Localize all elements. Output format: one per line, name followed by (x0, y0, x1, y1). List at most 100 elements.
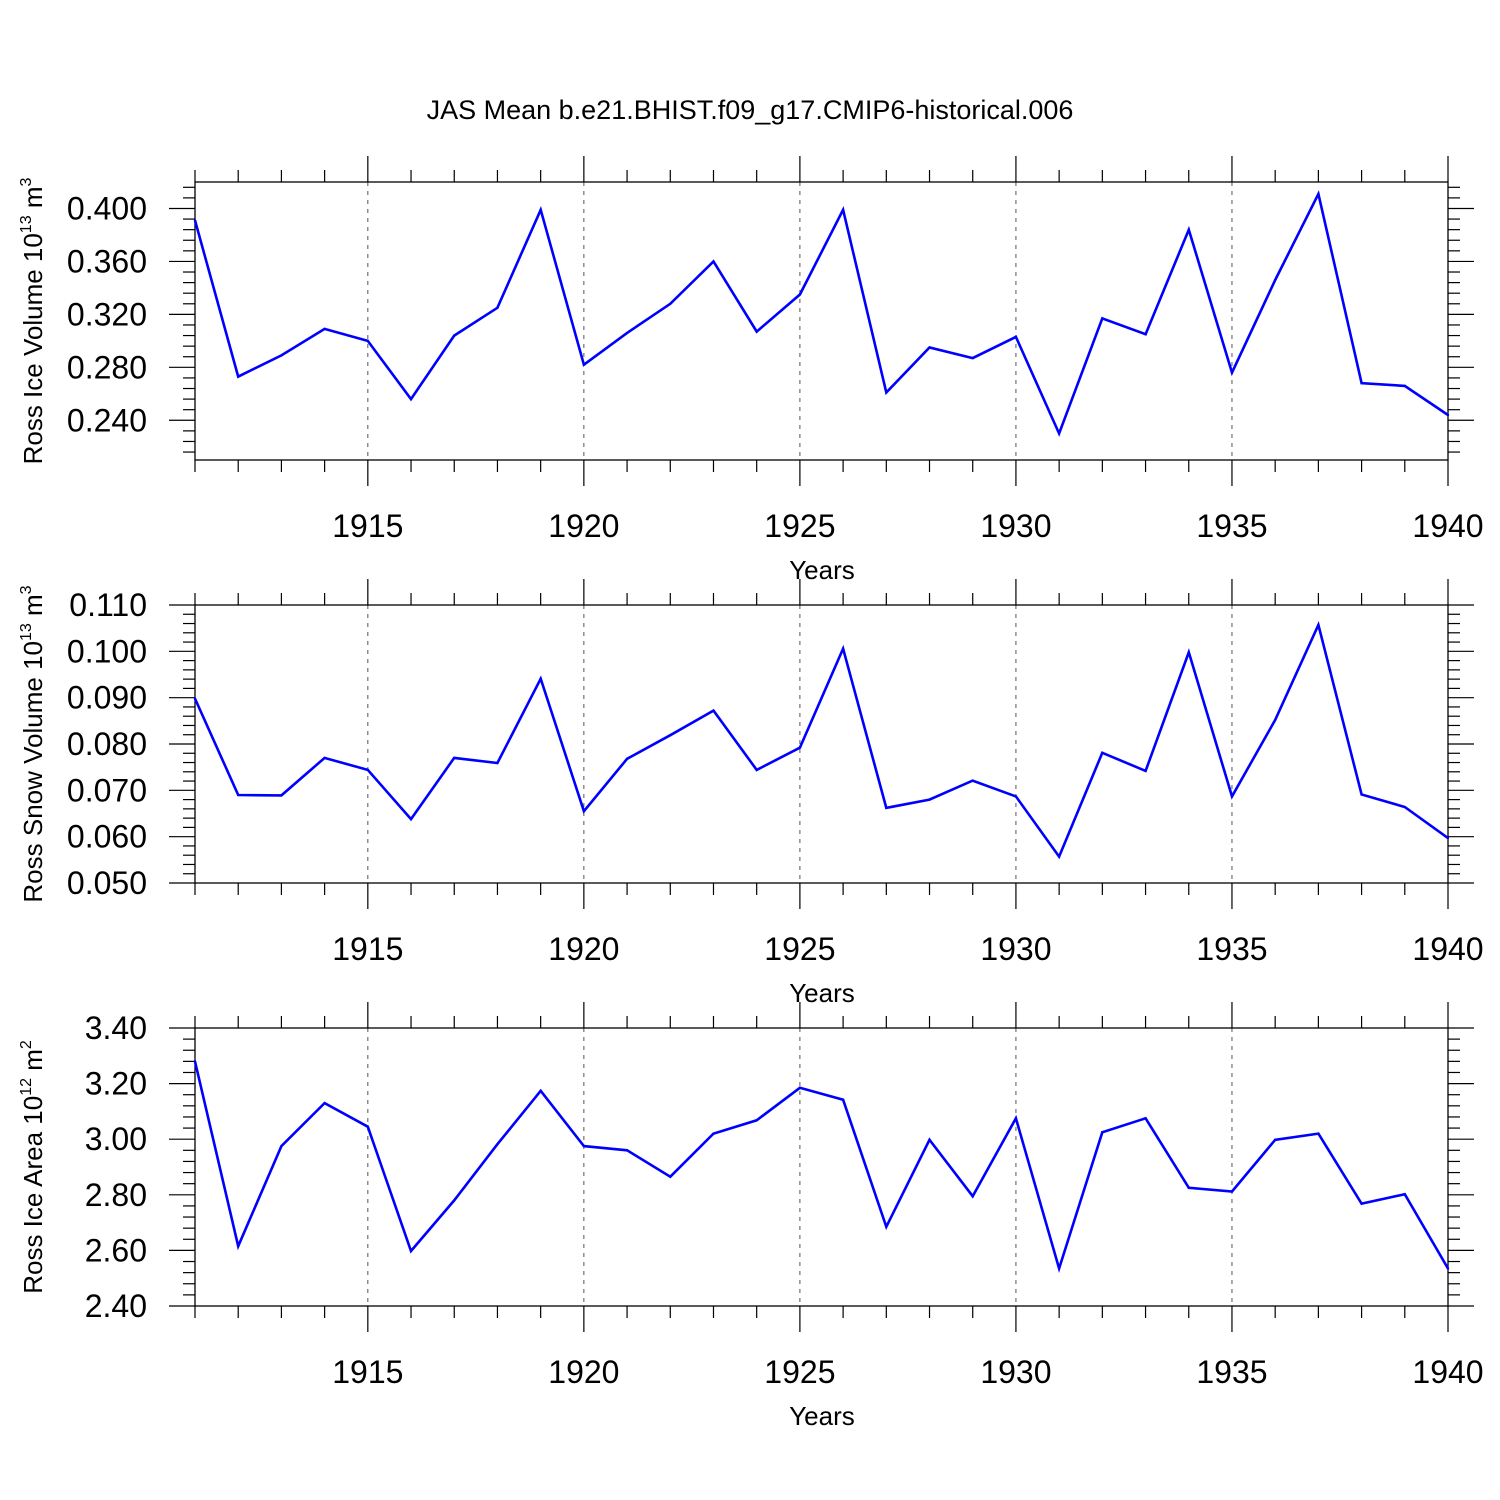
data-point (755, 1119, 758, 1122)
data-point (625, 331, 629, 335)
x-axis-label: Years (789, 555, 855, 585)
data-point (971, 779, 974, 782)
data-point (1360, 382, 1363, 385)
data-point (1057, 855, 1061, 858)
y-axis-label-exponent: 12 (18, 1078, 35, 1096)
chart-title: JAS Mean b.e21.BHIST.f09_g17.CMIP6-histo… (427, 95, 1074, 125)
data-point (409, 397, 413, 401)
data-point (928, 346, 931, 349)
x-tick-label: 1930 (980, 931, 1051, 967)
data-point (1144, 1117, 1147, 1120)
y-axis-label-exponent: 13 (18, 623, 35, 641)
x-tick-label: 1920 (548, 508, 619, 544)
data-point (323, 1101, 326, 1105)
data-point (1360, 793, 1363, 796)
y-tick-label: 0.360 (67, 243, 147, 279)
data-point (193, 219, 197, 222)
data-point (755, 768, 758, 772)
x-tick-label: 1925 (764, 508, 835, 544)
series-line (193, 1061, 1450, 1273)
panel-3: 1915 1920 1925 1930 1935 1940 2.40 2.60 2.80 3.00… (18, 1002, 1484, 1431)
y-tick-label: 0.320 (67, 296, 147, 332)
data-point (1446, 836, 1450, 840)
data-point (1403, 384, 1406, 388)
data-point (409, 1249, 413, 1253)
data-point (1403, 1193, 1406, 1196)
y-axis-label: Ross Ice Area 1012 m2 (18, 1040, 48, 1294)
data-point (539, 1089, 542, 1093)
data-point (1446, 413, 1450, 417)
data-point (1014, 1117, 1018, 1120)
y-tick-label: 0.240 (67, 402, 147, 438)
data-point (582, 809, 586, 813)
x-tick-label: 1940 (1412, 508, 1483, 544)
y-tick-label: 3.20 (85, 1066, 147, 1102)
data-point (841, 647, 845, 650)
y-tick-label: 0.080 (67, 726, 147, 762)
x-tick-label: 1915 (332, 1354, 403, 1390)
data-point (237, 375, 240, 378)
y-tick-label: 3.40 (85, 1010, 147, 1046)
x-tick-label: 1930 (980, 1354, 1051, 1390)
x-axis-label: Years (789, 1401, 855, 1431)
x-tick-label: 1935 (1196, 508, 1267, 544)
panel-2: 1915 1920 1925 1930 1935 1940 0.050 0.060 0.070 0… (18, 579, 1484, 1008)
y-axis-label-part: m (18, 1049, 48, 1078)
panel-1: 1915 1920 1925 1930 1935 1940 0.240 0.280 0.320 0… (18, 156, 1484, 585)
data-point (1273, 1138, 1277, 1141)
data-point (841, 1098, 845, 1101)
data-point (1230, 795, 1234, 798)
data-point (280, 1144, 283, 1148)
data-point (582, 363, 586, 366)
data-point (625, 757, 629, 761)
x-tick-label: 1915 (332, 508, 403, 544)
y-axis-label-part: m (18, 186, 48, 215)
data-point (409, 817, 413, 821)
y-axis-label: Ross Snow Volume 1013 m3 (18, 585, 48, 902)
y-tick-label: 0.070 (67, 772, 147, 808)
data-point (885, 806, 888, 810)
data-point (193, 1060, 197, 1063)
data-point (237, 793, 240, 797)
data-point (1360, 1202, 1363, 1205)
y-tick-label: 0.110 (69, 587, 147, 623)
data-point (841, 208, 845, 211)
y-tick-label: 2.40 (85, 1288, 147, 1324)
y-axis-label-exponent: 3 (18, 177, 35, 186)
data-point (1101, 1131, 1104, 1134)
x-tick-label: 1915 (332, 931, 403, 967)
data-point (1101, 751, 1104, 755)
x-tick-label: 1940 (1412, 1354, 1483, 1390)
data-point (1273, 718, 1277, 722)
data-point (798, 293, 802, 296)
x-tick-label: 1925 (764, 931, 835, 967)
plot-frame (194, 604, 1449, 884)
x-tick-label: 1935 (1196, 1354, 1267, 1390)
series-line (193, 190, 1449, 437)
y-tick-label: 0.060 (67, 819, 147, 855)
y-axis-label-exponent: 13 (18, 215, 35, 233)
data-point (539, 677, 542, 680)
x-tick-label: 1940 (1412, 931, 1483, 967)
data-point (1101, 317, 1104, 320)
data-point (798, 1086, 802, 1089)
data-point (712, 709, 715, 712)
y-axis-label-exponent: 3 (18, 585, 35, 594)
data-point (496, 1143, 499, 1146)
y-axis-label-part: Ross Ice Volume 10 (18, 233, 48, 464)
data-point (1230, 371, 1234, 374)
y-tick-label: 0.100 (67, 633, 147, 669)
data-point (453, 756, 456, 760)
data-point (1014, 795, 1018, 798)
y-tick-label: 0.050 (67, 865, 147, 901)
data-point (453, 334, 456, 337)
data-point (1057, 1267, 1061, 1270)
data-point (366, 1125, 370, 1128)
y-tick-label: 0.400 (67, 190, 147, 226)
data-point (280, 794, 283, 797)
plot-frame (194, 181, 1449, 461)
data-point (1144, 769, 1147, 773)
data-point (1446, 1267, 1450, 1270)
y-axis-label: Ross Ice Volume 1013 m3 (18, 177, 48, 464)
data-point (798, 746, 802, 749)
